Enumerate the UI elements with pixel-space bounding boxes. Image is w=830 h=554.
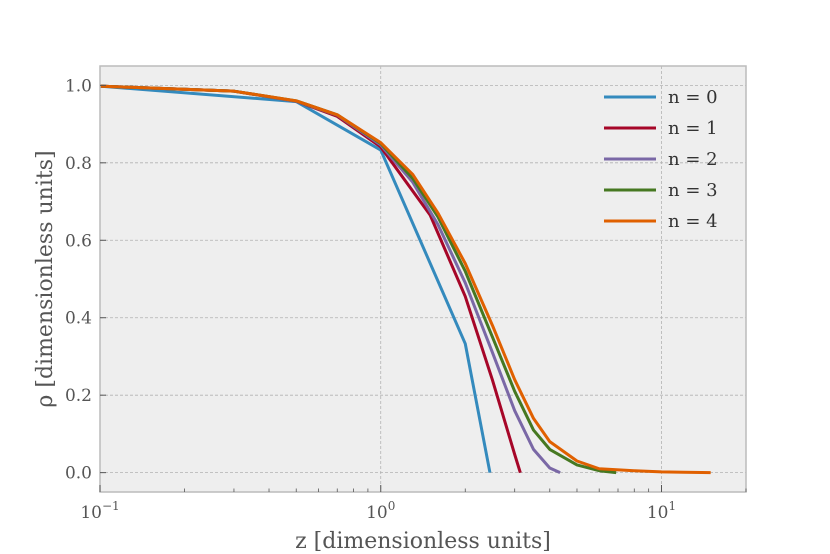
legend-label: n = 2 (668, 149, 718, 170)
plot-frame (99, 65, 747, 493)
y-axis-label: ρ [dimensionless units] (33, 150, 58, 407)
series-layer (99, 84, 711, 475)
x-tick-label: 10−1 (80, 499, 119, 523)
x-tick-label: 100 (366, 499, 395, 523)
legend-label: n = 3 (668, 180, 718, 201)
legend: n = 0 n = 1 n = 2 n = 3 n = 4 (604, 87, 718, 232)
legend-label: n = 1 (668, 118, 718, 139)
y-tick-label: 0.4 (65, 309, 92, 329)
x-axis-label: z [dimensionless units] (295, 529, 551, 554)
y-tick-label: 0.2 (65, 386, 92, 406)
axis-ticks: 0.0 0.2 0.4 0.6 0.8 1.0 10−1 100 101 (65, 76, 747, 523)
y-tick-label: 0.6 (65, 231, 92, 251)
legend-label: n = 4 (668, 211, 718, 232)
y-tick-label: 0.0 (65, 464, 92, 484)
series-line (99, 84, 492, 473)
series-line (99, 84, 711, 475)
y-tick-label: 1.0 (65, 76, 92, 96)
plot-area (100, 66, 746, 492)
legend-label: n = 0 (668, 87, 718, 108)
x-tick-label: 101 (647, 499, 676, 523)
y-tick-label: 0.8 (65, 154, 92, 174)
